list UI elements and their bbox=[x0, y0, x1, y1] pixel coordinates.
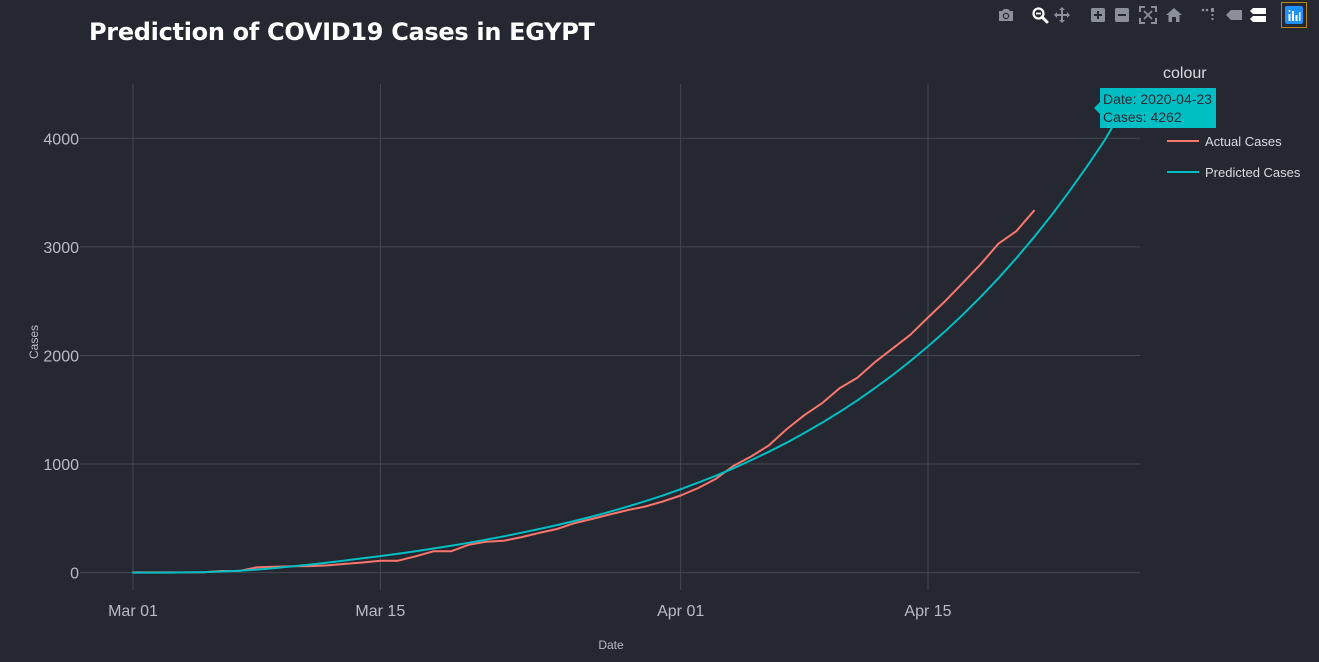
autoscale-icon[interactable] bbox=[1137, 3, 1159, 27]
modebar bbox=[995, 2, 1315, 28]
series-line-predicted[interactable] bbox=[132, 108, 1124, 574]
legend-item-predicted[interactable]: Predicted Cases bbox=[1167, 165, 1301, 180]
legend-item-actual[interactable]: Actual Cases bbox=[1167, 134, 1282, 149]
plotly-logo-icon[interactable] bbox=[1281, 2, 1307, 28]
x-axis-title: Date bbox=[598, 638, 624, 652]
tooltip-box bbox=[1094, 88, 1216, 128]
y-tick-label: 1000 bbox=[43, 457, 79, 474]
y-tick-label: 3000 bbox=[43, 240, 79, 257]
spike-lines-icon[interactable] bbox=[1197, 3, 1219, 27]
home-icon[interactable] bbox=[1163, 3, 1185, 27]
gridlines bbox=[80, 84, 1140, 590]
x-tick-label: Apr 15 bbox=[904, 603, 951, 620]
y-axis-ticks: 0 1000 2000 3000 4000 bbox=[43, 131, 79, 582]
tooltip-cases: Cases: 4262 bbox=[1103, 109, 1182, 125]
hover-compare-icon[interactable] bbox=[1247, 3, 1269, 27]
x-axis-ticks: Mar 01 Mar 15 Apr 01 Apr 15 bbox=[108, 603, 952, 620]
y-tick-label: 2000 bbox=[43, 348, 79, 365]
y-tick-label: 0 bbox=[70, 566, 79, 583]
legend[interactable]: colour Actual Cases Predicted Cases bbox=[1163, 65, 1301, 180]
zoom-in-icon[interactable] bbox=[1087, 3, 1109, 27]
chart-title: Prediction of COVID19 Cases in EGYPT bbox=[89, 18, 595, 46]
legend-title: colour bbox=[1163, 65, 1207, 82]
x-tick-label: Apr 01 bbox=[657, 603, 704, 620]
tooltip-date: Date: 2020-04-23 bbox=[1103, 91, 1212, 107]
plot-series[interactable] bbox=[132, 108, 1124, 574]
y-axis-title: Cases bbox=[27, 325, 41, 359]
camera-icon[interactable] bbox=[995, 3, 1017, 27]
pan-icon[interactable] bbox=[1051, 3, 1073, 27]
zoom-icon[interactable] bbox=[1029, 3, 1051, 27]
x-tick-label: Mar 15 bbox=[355, 603, 405, 620]
x-tick-label: Mar 01 bbox=[108, 603, 158, 620]
hover-closest-icon[interactable] bbox=[1223, 3, 1245, 27]
legend-label-actual: Actual Cases bbox=[1205, 134, 1282, 149]
zoom-out-icon[interactable] bbox=[1111, 3, 1133, 27]
hover-tooltip: Date: 2020-04-23 Cases: 4262 bbox=[1094, 88, 1216, 128]
legend-label-predicted: Predicted Cases bbox=[1205, 165, 1301, 180]
y-tick-label: 4000 bbox=[43, 131, 79, 148]
